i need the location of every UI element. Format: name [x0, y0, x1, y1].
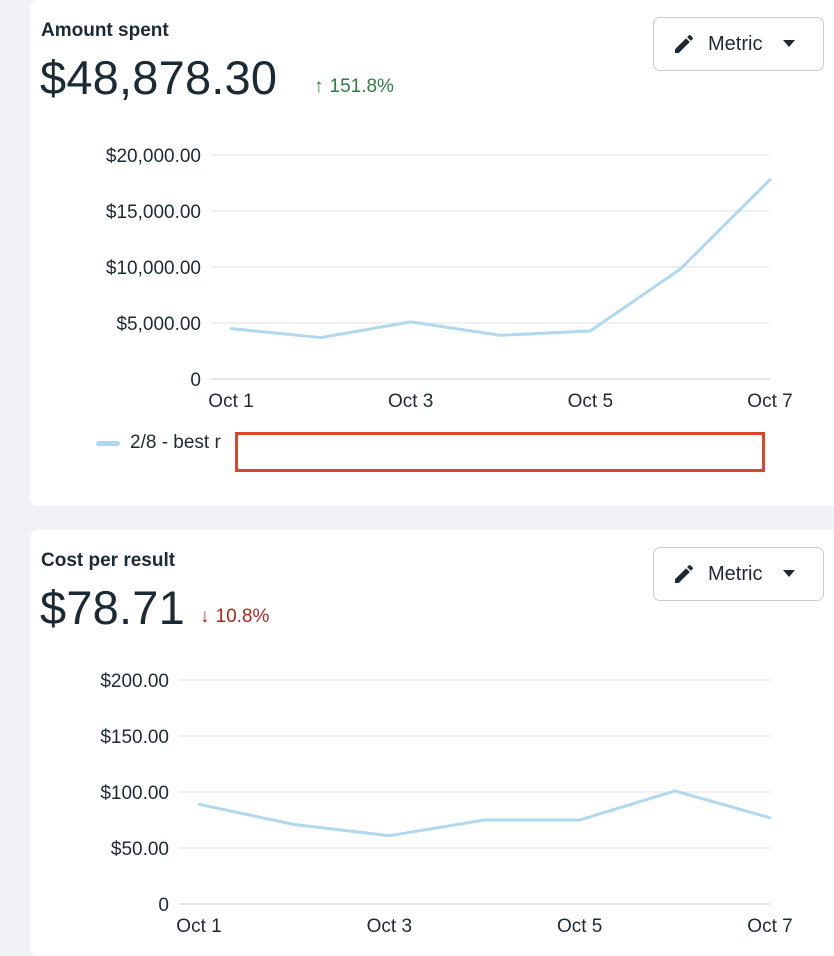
pencil-icon — [675, 564, 694, 583]
y-tick-label: 0 — [190, 370, 201, 391]
change-indicator: ↑ 151.8% — [314, 76, 394, 98]
amount-spent-card: Amount spent $48,878.30 ↑ 151.8% Metric … — [30, 0, 834, 506]
series-line[interactable] — [197, 789, 772, 838]
y-tick-label: $100.00 — [100, 783, 169, 804]
y-tick-label: $200.00 — [100, 671, 169, 692]
y-tick-label: $15,000.00 — [106, 202, 201, 223]
arrow-down-icon: ↓ — [200, 606, 210, 627]
series-line[interactable] — [229, 178, 772, 340]
x-tick-label: Oct 5 — [568, 391, 613, 412]
x-tick-label: Oct 1 — [208, 391, 253, 412]
pencil-icon — [675, 34, 694, 53]
amount-spent-chart: 0 $5,000.00 $10,000.00 $15,000.00 $20,000.00… — [106, 146, 793, 412]
change-percent: 151.8% — [329, 76, 394, 97]
y-tick-label: $5,000.00 — [116, 314, 201, 335]
chart-legend: 2/8 - best r — [96, 432, 236, 454]
metric-button[interactable]: Metric — [653, 547, 824, 601]
x-tick-label: Oct 3 — [367, 916, 412, 937]
change-indicator: ↓ 10.8% — [200, 606, 269, 628]
metric-button-label: Metric — [708, 562, 763, 585]
metric-button[interactable]: Metric — [653, 17, 824, 71]
x-tick-label: Oct 5 — [557, 916, 602, 937]
caret-down-icon — [783, 40, 796, 47]
x-tick-label: Oct 7 — [747, 391, 792, 412]
legend-label: 2/8 - best r — [130, 432, 221, 453]
card-title: Amount spent — [41, 20, 169, 41]
amount-spent-value: $48,878.30 — [40, 51, 278, 104]
legend-swatch — [96, 440, 120, 446]
caret-down-icon — [783, 570, 796, 577]
metric-button-label: Metric — [708, 32, 763, 55]
redaction-box — [235, 432, 765, 472]
change-percent: 10.8% — [215, 606, 270, 627]
cost-per-result-card: Cost per result $78.71 ↓ 10.8% Metric 0 $… — [30, 530, 834, 956]
y-tick-label: $20,000.00 — [106, 146, 201, 167]
y-tick-label: $150.00 — [100, 727, 169, 748]
cost-per-result-value: $78.71 — [40, 581, 185, 634]
y-tick-label: $50.00 — [111, 839, 169, 860]
card-title: Cost per result — [41, 550, 176, 571]
cost-per-result-chart: 0 $50.00 $100.00 $150.00 $200.00 Oct 1 Oct 3 Oc… — [100, 671, 792, 937]
x-tick-label: Oct 1 — [176, 916, 221, 937]
y-tick-label: 0 — [158, 895, 169, 916]
x-tick-label: Oct 7 — [747, 916, 792, 937]
x-tick-label: Oct 3 — [388, 391, 433, 412]
y-tick-label: $10,000.00 — [106, 258, 201, 279]
arrow-up-icon: ↑ — [314, 76, 324, 97]
